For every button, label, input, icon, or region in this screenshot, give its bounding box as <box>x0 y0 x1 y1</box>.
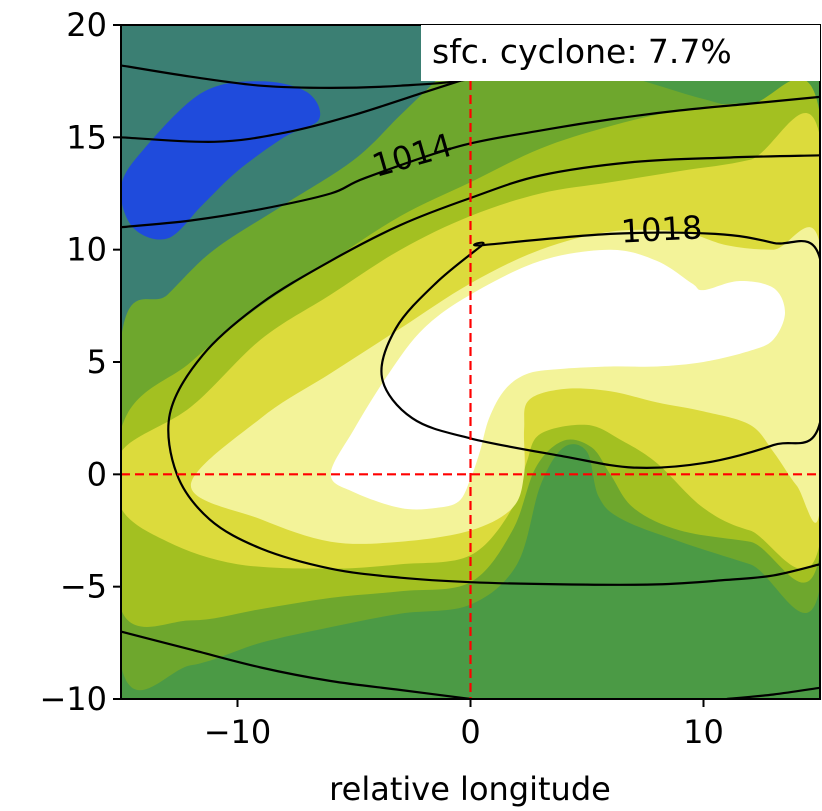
annotation-background <box>421 25 820 81</box>
x-axis-title: relative longitude <box>329 770 611 808</box>
y-axis-ticks: −10 −5 0 5 10 15 20 <box>39 6 121 718</box>
y-tick-label: 0 <box>87 455 107 493</box>
fill-region-white <box>330 249 785 510</box>
contour-line-1014 <box>121 95 820 229</box>
contour-label-1018: 1018 <box>620 208 703 250</box>
y-tick-label: −10 <box>39 680 107 718</box>
fill-region-blue <box>121 81 321 240</box>
contour-line-4 <box>167 154 820 586</box>
x-tick-label: 0 <box>460 713 480 751</box>
x-tick-label: −10 <box>204 713 272 751</box>
reference-lines <box>121 25 820 699</box>
annotation-text: sfc. cyclone: 7.7% <box>432 32 732 71</box>
x-tick-label: 10 <box>683 713 724 751</box>
y-tick-label: −5 <box>60 568 107 606</box>
contour-line-5 <box>121 630 471 699</box>
y-tick-label: 20 <box>66 6 107 44</box>
y-tick-label: 5 <box>87 343 107 381</box>
filled-contours <box>121 25 820 699</box>
contour-line-1018 <box>380 231 820 470</box>
contour-label-text: 1018 <box>620 208 703 250</box>
x-axis-ticks: −10 0 10 <box>204 699 724 751</box>
annotation-badge: sfc. cyclone: 7.7% <box>421 25 820 81</box>
y-tick-label: 10 <box>66 231 107 269</box>
y-tick-label: 15 <box>66 118 107 156</box>
